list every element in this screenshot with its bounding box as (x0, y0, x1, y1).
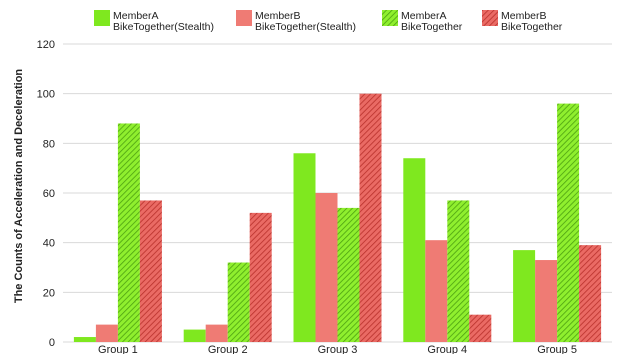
y-axis-ticks: 0 20 40 60 80 100 120 (37, 39, 55, 349)
legend-label-line1: MemberA (113, 10, 159, 22)
bar-series-4-group-5 (579, 245, 602, 342)
bar-series-2-group-2 (205, 324, 228, 342)
y-tick-label: 40 (43, 238, 55, 250)
y-tick-label: 20 (43, 287, 55, 299)
legend-label-line2: BikeTogether (501, 21, 563, 33)
bar-series-4-group-2 (249, 212, 272, 342)
legend-label-line1: MemberA (401, 10, 447, 22)
x-tick-label: Group 5 (537, 344, 577, 354)
bar-series-2-group-3 (315, 193, 338, 342)
x-tick-label: Group 1 (98, 344, 138, 354)
bar-series-3-group-1 (117, 123, 140, 342)
legend-label-line2: BikeTogether (401, 21, 463, 33)
legend-label-line1: MemberB (255, 10, 301, 22)
bar-series-1-group-1 (73, 337, 96, 342)
bar-series-3-group-4 (447, 200, 470, 342)
y-tick-label: 100 (37, 89, 55, 101)
legend-label-line2: BikeTogether(Stealth) (255, 21, 356, 33)
y-tick-label: 120 (37, 39, 55, 51)
legend-swatch (236, 10, 252, 26)
legend: MemberABikeTogether(Stealth)MemberBBikeT… (94, 10, 563, 33)
bar-series-1-group-4 (403, 158, 426, 342)
bar-series-2-group-4 (425, 240, 448, 342)
bar-series-1-group-3 (293, 153, 316, 342)
y-axis-label: The Counts of Acceleration and Decelerat… (13, 69, 25, 304)
legend-label-line2: BikeTogether(Stealth) (113, 21, 214, 33)
y-tick-label: 60 (43, 188, 55, 200)
y-tick-label: 80 (43, 138, 55, 150)
legend-swatch (382, 10, 398, 26)
bar-series-1-group-5 (513, 250, 536, 342)
legend-swatch (482, 10, 498, 26)
x-tick-label: Group 4 (427, 344, 467, 354)
bar-series-4-group-1 (139, 200, 162, 342)
bar-series-4-group-4 (469, 314, 492, 342)
x-tick-label: Group 2 (208, 344, 248, 354)
bar-series-3-group-3 (337, 207, 360, 342)
bar-series-3-group-2 (227, 262, 250, 342)
x-axis-ticks: Group 1 Group 2 Group 3 Group 4 Group 5 (98, 344, 577, 354)
bar-series-3-group-5 (557, 103, 580, 342)
bar-series-2-group-5 (535, 260, 558, 342)
y-tick-label: 0 (49, 337, 55, 349)
legend-swatch (94, 10, 110, 26)
legend-label-line1: MemberB (501, 10, 547, 22)
x-tick-label: Group 3 (318, 344, 358, 354)
bars-group (73, 93, 602, 343)
bar-series-1-group-2 (183, 329, 206, 342)
bar-series-2-group-1 (95, 324, 118, 342)
bar-series-4-group-3 (359, 93, 382, 343)
